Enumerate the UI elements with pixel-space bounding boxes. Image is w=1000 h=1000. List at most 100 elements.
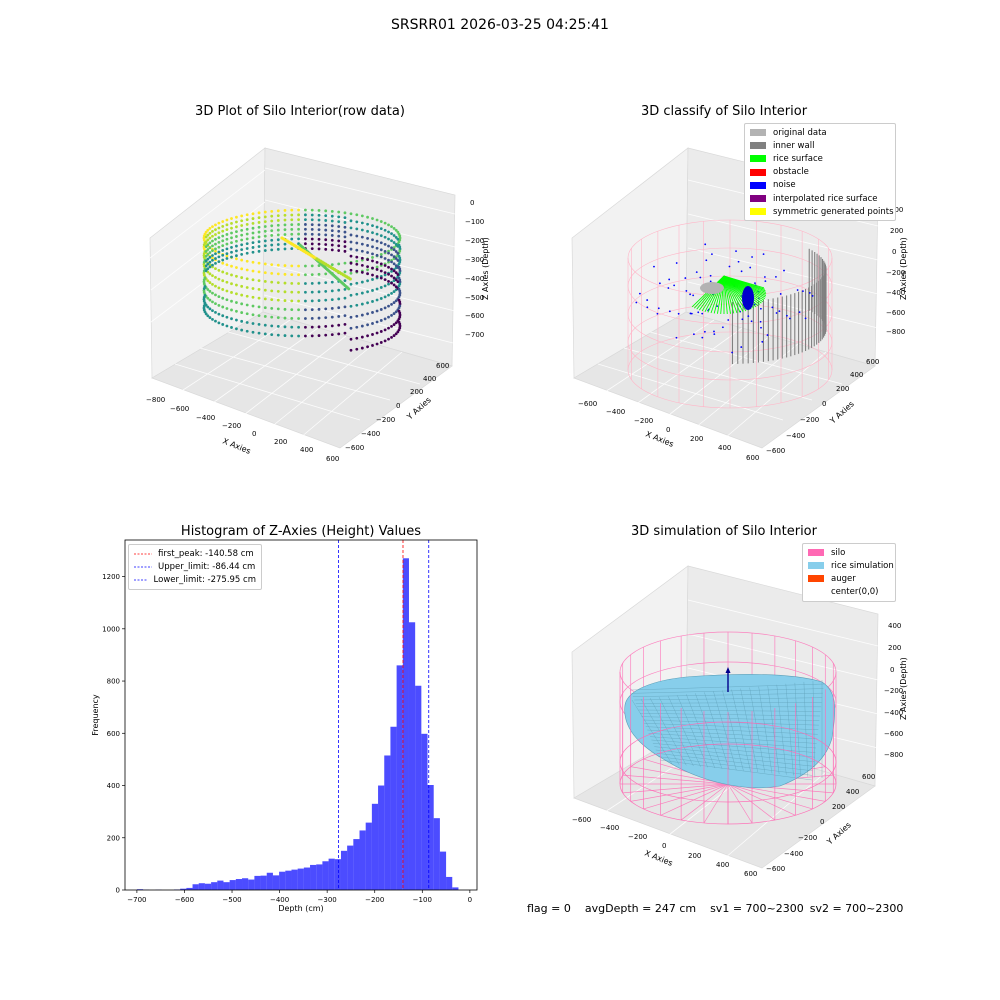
raw-data-point — [330, 324, 334, 328]
rice-mesh-line — [641, 716, 820, 721]
histogram-bar — [421, 733, 428, 890]
raw-data-point — [394, 299, 398, 303]
rice-mesh-line — [713, 691, 737, 771]
histogram-bar — [334, 859, 341, 890]
raw-data-point — [211, 230, 214, 233]
histogram-bar — [353, 839, 360, 890]
figure-title: SRSRR01 2026-03-25 04:25:41 — [391, 17, 609, 33]
raw-data-point — [379, 269, 383, 273]
raw-data-point — [263, 315, 267, 318]
raw-data-point — [211, 258, 214, 262]
raw-data-point — [330, 263, 334, 267]
noise-point — [701, 336, 704, 339]
noise-point — [764, 280, 767, 282]
raw-data-point — [304, 299, 307, 303]
histogram-bar — [260, 875, 267, 890]
raw-data-point — [221, 261, 225, 265]
raw-data-point — [379, 241, 383, 245]
rice-mesh-line — [659, 759, 813, 781]
raw-data-point — [245, 218, 249, 221]
raw-data-point — [276, 298, 280, 302]
rice-mesh-line — [648, 733, 817, 744]
raw-data-point — [324, 214, 328, 218]
raw-data-point — [317, 299, 321, 302]
raw-data-point — [290, 232, 294, 236]
raw-data-point — [355, 259, 359, 263]
histogram-bar — [217, 880, 224, 890]
noise-point — [728, 265, 731, 268]
raw-data-point — [371, 333, 374, 336]
simulation-ytick: 400 — [846, 788, 859, 796]
raw-xtick: 0 — [252, 430, 256, 438]
noise-point — [740, 270, 743, 273]
rice-mesh-line — [785, 683, 794, 776]
raw-data-point — [257, 279, 261, 283]
silo-floor-spoke — [643, 783, 729, 810]
noise-point — [709, 280, 712, 283]
raw-data-point — [230, 221, 233, 225]
raw-data-point — [317, 307, 321, 311]
simulation-3d-plot: −600 −400 −200 0 200 400 600 −600 −400 −… — [571, 565, 908, 878]
histogram-bar — [248, 879, 255, 890]
raw-data-point — [214, 275, 217, 279]
raw-data-point — [217, 245, 221, 249]
raw-data-point — [211, 239, 214, 243]
raw-data-point — [379, 308, 383, 311]
noise-point — [731, 351, 733, 354]
histogram-bar — [204, 883, 212, 890]
raw-data-point — [297, 325, 300, 329]
raw-data-point — [330, 224, 334, 228]
raw-data-point — [240, 243, 244, 247]
raw-data-point — [283, 242, 287, 246]
raw-data-point — [337, 288, 341, 292]
raw-data-point — [221, 224, 225, 228]
raw-data-point — [366, 215, 369, 219]
raw-data-point — [392, 234, 396, 237]
rice-surface-point — [723, 275, 728, 314]
raw-data-point — [203, 302, 207, 306]
raw-data-point — [208, 272, 212, 276]
raw-data-point — [324, 316, 328, 320]
raw-data-point — [304, 325, 307, 329]
raw-data-point — [330, 229, 334, 233]
raw-data-point — [245, 237, 249, 241]
classify-ztick: −200 — [886, 269, 905, 277]
raw-data-point — [343, 235, 347, 239]
raw-data-point — [221, 288, 225, 291]
raw-data-point — [290, 247, 294, 251]
y-axis-label: Frequency — [91, 694, 100, 736]
auger-tip-icon — [725, 667, 731, 673]
raw-data-point — [283, 272, 287, 276]
raw-data-point — [214, 310, 217, 314]
legend-item: center(0,0) — [808, 586, 890, 599]
raw-data-point — [396, 273, 400, 276]
raw-data-point — [245, 259, 249, 263]
rice-mesh-line — [631, 699, 673, 765]
raw-data-point — [211, 263, 214, 267]
noise-point — [811, 295, 814, 297]
raw-ztick: −400 — [465, 275, 484, 283]
raw-data-point — [379, 253, 383, 256]
raw-data-point — [366, 312, 369, 316]
raw-data-point — [317, 209, 321, 212]
rice-mesh-line — [655, 749, 814, 767]
raw-data-point — [324, 247, 328, 251]
raw-data-point — [221, 314, 225, 318]
legend-item: auger — [808, 572, 890, 585]
raw-data-point — [263, 225, 267, 228]
raw-data-point — [211, 291, 214, 295]
raw-data-point — [235, 301, 238, 304]
raw-data-point — [355, 325, 359, 329]
raw-data-point — [317, 290, 321, 294]
raw-data-point — [263, 220, 267, 224]
raw-data-point — [349, 326, 353, 330]
raw-data-point — [283, 334, 287, 337]
raw-data-point — [290, 208, 294, 212]
legend-item: silo — [808, 546, 890, 559]
raw-data-point — [290, 281, 294, 285]
raw-data-point — [240, 238, 244, 242]
raw-data-point — [355, 336, 359, 340]
raw-data-point — [310, 237, 314, 241]
classify-ytick: −400 — [786, 432, 805, 440]
raw-data-point — [324, 223, 328, 227]
